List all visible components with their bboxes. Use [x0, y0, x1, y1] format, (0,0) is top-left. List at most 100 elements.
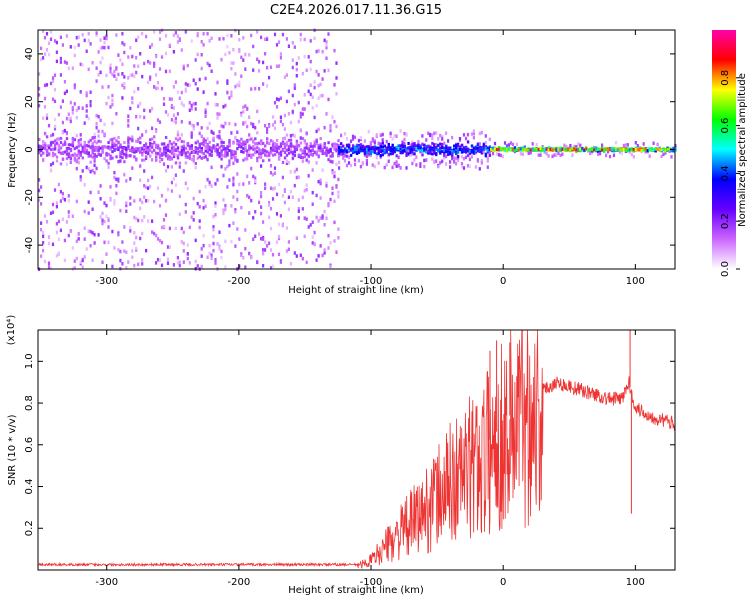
spectrogram-y-tick-label: 0 [24, 146, 35, 152]
spectrogram-cell [329, 149, 332, 153]
spectrogram-cell [244, 157, 247, 161]
spectrogram-cell [345, 137, 349, 141]
spectrogram-cell [210, 146, 213, 150]
spectrogram-cell [561, 152, 564, 156]
spectrogram-cell [170, 97, 173, 101]
spectrogram-cell [93, 171, 96, 175]
spectrogram-cell [571, 147, 574, 151]
spectrogram-cell [133, 231, 136, 235]
spectrogram-cell [81, 149, 84, 153]
spectrogram-cell [285, 161, 288, 165]
spectrogram-cell [279, 259, 282, 263]
spectrogram-cell [49, 148, 53, 152]
spectrogram-cell [210, 184, 213, 188]
spectrogram-cell [321, 50, 324, 54]
spectrogram-cell [69, 149, 73, 153]
spectrogram-cell [156, 80, 160, 85]
spectrogram-cell [73, 83, 76, 87]
spectrogram-cell [488, 145, 492, 149]
spectrogram-cell [307, 225, 310, 229]
spectrogram-cell [250, 166, 253, 171]
spectrogram-cell [158, 120, 162, 124]
spectrogram-cell [111, 121, 114, 126]
spectrogram-cell [51, 97, 55, 101]
spectrogram-cell [503, 148, 507, 152]
spectrogram-cell [451, 149, 454, 153]
spectrogram-cell [214, 201, 217, 205]
spectrogram-cell [293, 102, 296, 107]
spectrogram-cell [228, 178, 231, 182]
spectrogram-cell [238, 182, 241, 187]
spectrogram-cell [172, 145, 176, 149]
spectrogram-cell [347, 145, 351, 149]
spectrogram-cell [329, 241, 332, 245]
spectrogram-cell [83, 151, 86, 154]
spectrogram-cell [340, 149, 343, 153]
spectrogram-cell [149, 144, 152, 148]
spectrogram-cell [63, 258, 66, 263]
spectrogram-cell [212, 248, 215, 253]
spectrogram-cell [273, 166, 277, 170]
spectrogram-cell [236, 83, 239, 87]
spectrogram-cell [117, 232, 120, 237]
spectrogram-cell [89, 190, 92, 195]
spectrogram-cell [178, 212, 181, 216]
spectrogram-cell [200, 40, 203, 44]
spectrogram-cell [91, 146, 94, 151]
spectrogram-cell [472, 129, 475, 133]
spectrogram-cell [61, 99, 64, 103]
spectrogram-cell [460, 150, 464, 154]
spectrogram-cell [145, 150, 148, 154]
spectrogram-cell [262, 248, 265, 252]
spectrogram-cell [415, 144, 418, 148]
spectrogram-cell [119, 154, 122, 159]
spectrogram-cell [129, 73, 132, 77]
spectrogram-cell [69, 160, 72, 164]
spectrogram-cell [269, 149, 273, 153]
spectrogram-cell [591, 151, 594, 155]
spectrogram-cell [319, 178, 322, 183]
spectrogram-cell [331, 143, 334, 147]
spectrogram-cell [256, 57, 259, 62]
spectrogram-cell [281, 175, 284, 180]
spectrogram-cell [456, 144, 460, 148]
spectrogram-cell [323, 248, 326, 252]
spectrogram-cell [421, 142, 424, 147]
spectrogram-cell [184, 30, 187, 34]
spectrogram-cell [277, 40, 281, 44]
spectrogram-cell [258, 151, 261, 155]
spectrogram-cell [63, 91, 66, 95]
spectrogram-cell [273, 120, 277, 124]
spectrogram-cell [208, 63, 211, 68]
spectrogram-cell [369, 146, 373, 150]
spectrogram-cell [95, 145, 98, 149]
spectrogram-cell [303, 216, 306, 220]
spectrogram-cell [162, 146, 166, 150]
spectrogram-cell [411, 140, 414, 144]
spectrogram-cell [281, 142, 285, 146]
spectrogram-cell [216, 153, 219, 157]
spectrogram-cell [462, 150, 466, 153]
spectrogram-cell [359, 136, 362, 140]
spectrogram-cell [162, 142, 166, 146]
spectrogram-cell [351, 144, 355, 148]
spectrogram-cell [79, 150, 82, 154]
spectrogram-x-tick-label: 0 [500, 276, 506, 287]
spectrogram-cell [595, 146, 598, 150]
spectrogram-cell [182, 241, 185, 246]
spectrogram-cell [634, 148, 638, 151]
spectrogram-cell [81, 265, 84, 269]
spectrogram-cell [317, 83, 320, 88]
spectrogram-cell [327, 149, 330, 153]
spectrogram-cell [656, 142, 659, 147]
snr-y-tick-label: 1.0 [24, 353, 35, 369]
spectrogram-cell [248, 115, 251, 119]
spectrogram-cell [188, 156, 192, 160]
spectrogram-cell [236, 197, 239, 202]
spectrogram-cell [47, 52, 51, 57]
spectrogram-cell [43, 36, 47, 40]
spectrogram-cell [40, 227, 43, 232]
spectrogram-cell [141, 200, 144, 205]
spectrogram-cell [497, 153, 501, 157]
spectrogram-cell [69, 143, 73, 147]
